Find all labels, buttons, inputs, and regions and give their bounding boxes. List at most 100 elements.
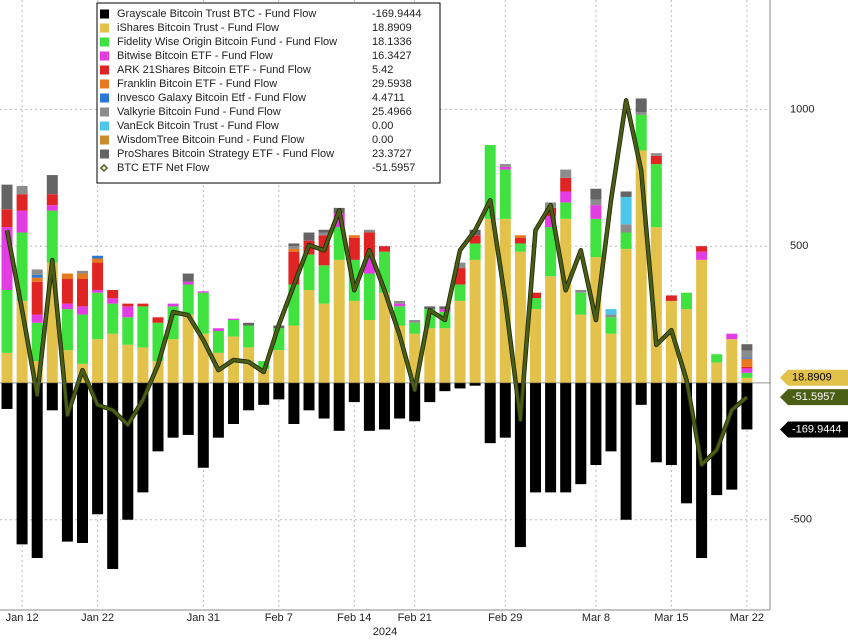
legend-swatch <box>100 79 109 89</box>
bar-segment <box>77 306 88 315</box>
bar-segment <box>137 306 149 348</box>
bar-segment <box>31 274 43 278</box>
bar-segment <box>16 232 28 301</box>
legend-swatch <box>100 23 109 33</box>
bar-segment <box>1 352 13 383</box>
bar-segment <box>273 382 285 400</box>
bar-segment <box>650 382 662 463</box>
x-tick-label: Mar 22 <box>730 612 764 624</box>
bar-segment <box>605 382 617 452</box>
bar-segment <box>484 382 496 444</box>
bar-segment <box>107 333 119 383</box>
bar-segment <box>741 358 753 367</box>
bar-segment <box>1 289 13 353</box>
bar-segment <box>650 155 662 165</box>
bar-segment <box>545 216 557 228</box>
bar-segment <box>741 377 753 383</box>
bar-segment <box>379 246 390 252</box>
bar-segment <box>182 281 194 285</box>
x-tick-label: Jan 12 <box>6 612 39 624</box>
bar-segment <box>484 218 496 383</box>
bar-segment <box>107 382 119 569</box>
bar-segment <box>681 309 692 383</box>
bar-segment <box>394 382 406 419</box>
legend-label: ARK 21Shares Bitcoin ETF - Fund Flow <box>117 64 311 76</box>
bar-segment <box>454 382 466 389</box>
bar-segment <box>499 382 511 438</box>
bar-segment <box>635 150 647 383</box>
x-tick-label: Feb 7 <box>265 612 293 624</box>
bar-segment <box>741 372 753 378</box>
bar-segment <box>424 306 436 310</box>
bar-segment <box>243 322 255 326</box>
bar-segment <box>288 284 300 326</box>
bar-segment <box>16 300 28 383</box>
bar-segment <box>197 291 209 293</box>
bar-segment <box>575 382 587 485</box>
legend-value: 5.42 <box>372 64 393 76</box>
bar-segment <box>560 218 572 383</box>
legend-label: Invesco Galaxy Bitcoin Etf - Fund Flow <box>117 92 306 104</box>
legend-label: Bitwise Bitcoin ETF - Fund Flow <box>117 50 273 62</box>
x-tick-label: Mar 8 <box>582 612 610 624</box>
bar-segment <box>635 382 647 405</box>
bar-segment <box>288 382 300 424</box>
bar-segment <box>31 314 43 323</box>
bar-segment <box>620 232 632 249</box>
value-tag-label: -169.9444 <box>792 423 842 435</box>
bar-segment <box>635 114 647 151</box>
bar-segment <box>61 273 73 280</box>
bar-segment <box>273 350 285 383</box>
bar-segment <box>288 246 300 249</box>
bar-segment <box>61 382 73 542</box>
bar-segment <box>363 257 375 274</box>
bar-segment <box>545 227 557 277</box>
bar-segment <box>696 251 708 260</box>
bar-segment <box>590 382 602 466</box>
bar-segment <box>197 292 209 334</box>
bar-segment <box>92 339 104 383</box>
bar-segment <box>31 382 43 559</box>
legend-swatch <box>100 9 109 19</box>
bar-segment <box>530 309 541 383</box>
bar-segment <box>46 382 58 411</box>
bar-segment <box>620 224 632 233</box>
bar-segment <box>333 227 345 260</box>
bar-segment <box>499 164 511 167</box>
value-tag: -51.5957 <box>780 389 848 406</box>
bar-segment <box>545 382 557 493</box>
bar-segment <box>605 317 617 334</box>
bar-segment <box>212 330 224 353</box>
bar-segment <box>77 382 88 543</box>
legend-label: VanEck Bitcoin Trust - Fund Flow <box>117 120 279 132</box>
bar-segment <box>137 347 149 383</box>
bar-segment <box>46 194 58 206</box>
bar-segment <box>348 235 360 238</box>
bar-segment <box>92 262 104 290</box>
bar-segment <box>741 344 753 351</box>
bar-segment <box>46 205 58 211</box>
bar-segment <box>741 350 753 358</box>
bar-segment <box>650 227 662 383</box>
bar-segment <box>696 382 708 559</box>
legend-box <box>96 2 441 184</box>
legend-label: Grayscale Bitcoin Trust BTC - Fund Flow <box>117 8 316 20</box>
bar-segment <box>107 289 119 299</box>
bar-segment <box>122 344 134 383</box>
bar-segment <box>560 382 572 493</box>
bar-segment <box>363 382 375 431</box>
bar-segment <box>16 186 28 195</box>
bar-segment <box>499 169 511 219</box>
bar-segment <box>318 229 330 233</box>
bar-segment <box>741 382 753 430</box>
bar-segment <box>182 284 194 315</box>
legend-swatch <box>100 37 109 47</box>
bar-segment <box>1 209 13 228</box>
bar-segment <box>1 382 13 409</box>
legend-value: 18.8909 <box>372 22 412 34</box>
bar-segment <box>514 235 526 238</box>
bar-segment <box>605 309 617 315</box>
bar-segment <box>605 314 617 318</box>
bar-segment <box>303 254 315 290</box>
